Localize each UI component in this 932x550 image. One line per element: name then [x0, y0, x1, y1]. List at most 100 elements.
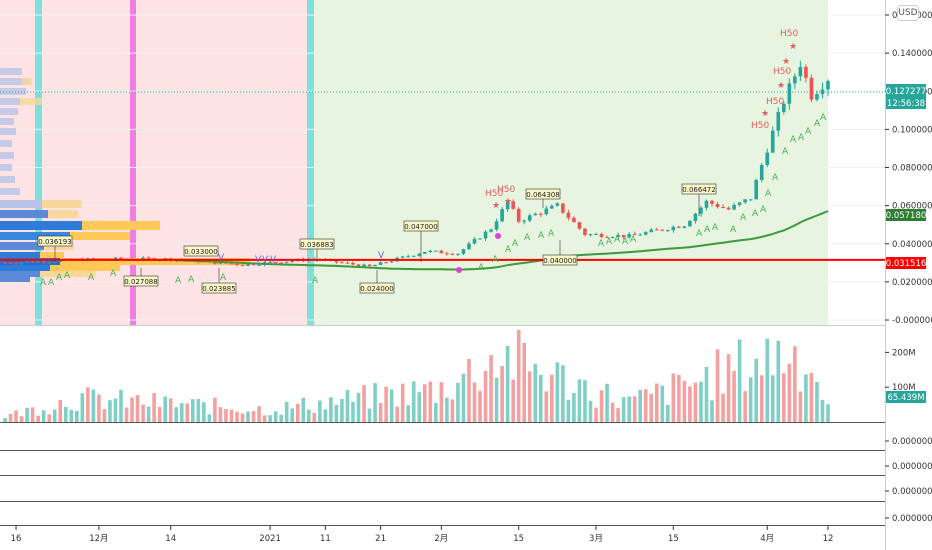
- candle-body: [91, 258, 96, 260]
- volume-bar: [378, 402, 383, 422]
- signal-a-marker: A: [805, 127, 812, 137]
- candle-body: [489, 229, 493, 232]
- candle-body: [737, 202, 742, 205]
- cyan-stripe-1: [35, 0, 42, 325]
- x-tick-label: 12月: [89, 534, 108, 544]
- ma-tag: 0.057180: [886, 209, 926, 221]
- currency-button[interactable]: USD: [897, 5, 919, 21]
- svg-text:0.027088: 0.027088: [124, 278, 157, 286]
- volume-bar: [826, 404, 830, 422]
- candle-body: [19, 262, 24, 264]
- candle-body: [699, 207, 703, 214]
- candle-body: [533, 213, 538, 216]
- volume-bar: [588, 400, 593, 422]
- volume-bar: [770, 375, 775, 422]
- candle-body: [826, 80, 830, 90]
- volume-bar: [306, 409, 311, 422]
- candle-body: [793, 76, 797, 84]
- signal-a-marker: A: [538, 231, 545, 241]
- volume-bar: [478, 390, 482, 422]
- candle-body: [682, 226, 687, 228]
- volume-bar: [207, 414, 212, 422]
- moving-average-line: [176, 210, 829, 271]
- signal-v-marker: V: [262, 255, 269, 265]
- volume-bar: [301, 397, 306, 422]
- y-tick-label: 0.140000: [892, 49, 932, 59]
- candle-body: [3, 262, 7, 264]
- signal-a-marker: A: [64, 271, 71, 281]
- volume-bar: [179, 403, 184, 422]
- volume-bar: [235, 411, 239, 422]
- candle-body: [732, 204, 736, 210]
- candle-body: [461, 249, 466, 254]
- svg-text:65.439M: 65.439M: [887, 393, 924, 403]
- signal-v-marker: V: [378, 251, 385, 261]
- volume-bar: [334, 404, 339, 422]
- x-tick-label: 16: [11, 534, 22, 544]
- volume-bar: [599, 390, 604, 422]
- candle-body: [240, 265, 245, 267]
- volume-bar: [483, 370, 488, 422]
- signal-a-marker: A: [752, 209, 759, 219]
- volume-tick-label: 200M: [892, 348, 916, 358]
- volume-bar: [174, 407, 179, 422]
- volume-bar: [715, 349, 720, 422]
- volume-bar: [124, 407, 129, 422]
- candle-body: [527, 215, 532, 221]
- candle-body: [47, 262, 51, 264]
- price-label-10: 0.066472: [681, 183, 717, 195]
- h50-label: H50: [751, 121, 769, 131]
- volume-bar: [141, 404, 145, 422]
- candle-body: [787, 83, 792, 104]
- candle-body: [643, 232, 648, 235]
- volume-bar: [135, 395, 140, 422]
- volume-bar: [318, 400, 322, 422]
- volume-bar: [511, 379, 515, 422]
- candle-body: [362, 264, 366, 267]
- volume-bar: [434, 402, 438, 422]
- grid-lines: [0, 14, 885, 321]
- candle-body: [627, 234, 631, 238]
- volume-bar: [671, 373, 676, 422]
- volume-bar: [621, 397, 626, 422]
- candle-body: [445, 253, 449, 255]
- candle-body: [52, 261, 57, 263]
- candle-body: [798, 66, 803, 77]
- volume-bar: [527, 371, 532, 422]
- candle-body: [715, 203, 720, 208]
- candle-body: [815, 94, 819, 100]
- candle-body: [472, 239, 477, 244]
- signal-v-marker: V: [218, 253, 225, 263]
- price-label-9: 0.040000: [542, 254, 578, 266]
- volume-bar: [213, 397, 217, 422]
- volume-bar: [610, 402, 615, 422]
- volume-bar: [345, 390, 350, 422]
- price-label-7: 0.047000: [403, 220, 439, 232]
- candle-body: [776, 111, 781, 131]
- candle-body: [14, 263, 18, 265]
- volume-bar: [776, 340, 781, 422]
- candle-body: [610, 237, 615, 239]
- star-marker: ★: [782, 57, 790, 67]
- candle-body: [439, 250, 444, 254]
- candle-body: [351, 262, 355, 265]
- volume-bar: [196, 399, 201, 422]
- price-label-2: 0.033000: [183, 245, 219, 257]
- signal-a-marker: A: [512, 239, 519, 249]
- volume-bar: [130, 397, 134, 422]
- volume-bar: [3, 418, 7, 422]
- volume-bar: [97, 394, 101, 422]
- signal-a-marker: A: [704, 225, 711, 235]
- candle-body: [25, 261, 29, 263]
- signal-a-marker: A: [765, 189, 772, 199]
- candle-body: [654, 229, 659, 231]
- candle-body: [809, 77, 814, 100]
- candle-body: [671, 226, 676, 231]
- volume-bar: [594, 407, 598, 422]
- star-marker: ★: [761, 109, 769, 119]
- price-label-6: 0.024000: [359, 282, 395, 294]
- signal-a-marker: A: [56, 273, 63, 283]
- volume-bar: [108, 400, 112, 422]
